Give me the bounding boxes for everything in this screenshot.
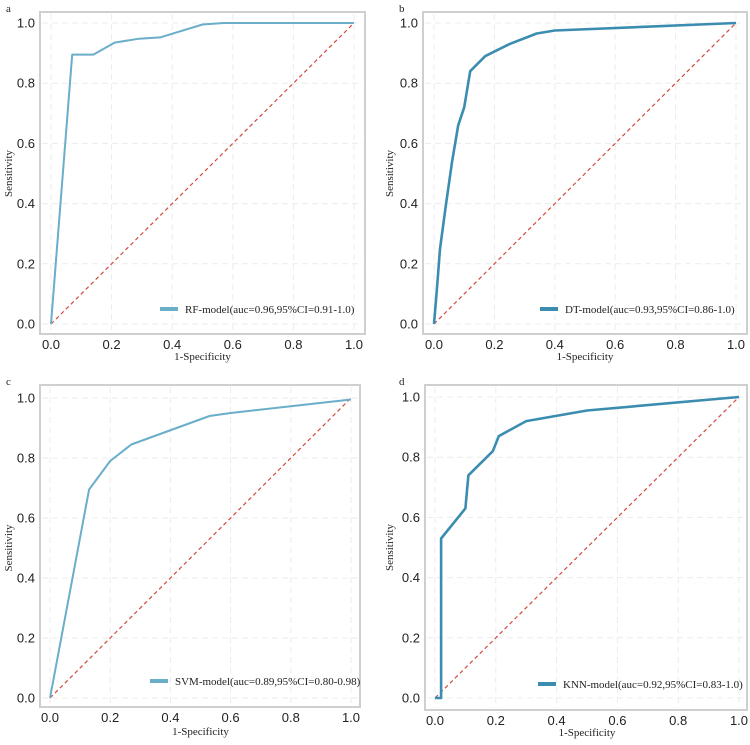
legend: SVM-model(auc=0.89,95%CI=0.80-0.98) [150, 676, 361, 688]
panel-letter: c [6, 376, 11, 388]
y-tick-label: 0.6 [17, 136, 35, 151]
legend-label: DT-model(auc=0.93,95%CI=0.86-1.0) [565, 304, 735, 316]
roc-panel-b: 0.0 0.2 0.4 0.6 0.8 1.0 0.0 0.2 0.4 0.6 0.8 1.0 DT-m… [384, 3, 748, 363]
roc-panel-a: 0.0 0.2 0.4 0.6 0.8 1.0 0.0 0.2 0.4 0.6 0.8 1.0 RF-m… [3, 3, 366, 363]
panel-letter: d [399, 376, 405, 388]
y-axis-label: Sensitivity [384, 149, 396, 197]
x-axis-label: 1-Specificity [559, 727, 616, 739]
plot-frame [39, 384, 361, 708]
chance-line [50, 22, 355, 325]
y-tick-label: 0.2 [17, 631, 35, 646]
x-tick-label: 0.2 [101, 710, 119, 725]
y-tick-label: 0.0 [17, 691, 35, 706]
roc-panel-d: 0.0 0.2 0.4 0.6 0.8 1.0 0.0 0.2 0.4 0.6 0.8 1.0 KNN-… [384, 376, 748, 739]
x-tick-label: 1.0 [345, 337, 363, 352]
x-axis-label: 1-Specificity [172, 726, 229, 738]
x-tick-label: 0.4 [163, 337, 181, 352]
y-tick-label: 1.0 [402, 390, 420, 405]
plot-frame [39, 11, 366, 335]
x-tick-label: 0.8 [282, 710, 300, 725]
x-tick-label: 0.6 [608, 713, 626, 728]
y-tick-label: 0.6 [402, 510, 420, 525]
x-tick-label: 0.8 [669, 713, 687, 728]
y-axis-label: Sensitivity [3, 149, 15, 197]
x-tick-label: 0.8 [284, 337, 302, 352]
x-tick-label: 1.0 [727, 337, 745, 352]
y-tick-label: 0.4 [400, 196, 418, 211]
x-tick-label: 0.8 [667, 337, 685, 352]
y-tick-label: 0.4 [17, 196, 35, 211]
roc-curve [435, 395, 740, 700]
roc-curve [49, 398, 352, 699]
y-tick-label: 0.2 [402, 630, 420, 645]
x-tick-label: 0.2 [103, 337, 121, 352]
legend: KNN-model(auc=0.92,95%CI=0.83-1.0) [538, 679, 743, 691]
chance-line [49, 397, 352, 699]
legend: DT-model(auc=0.93,95%CI=0.86-1.0) [540, 304, 735, 316]
panel-letter: b [399, 3, 405, 15]
x-tick-label: 0.6 [222, 710, 240, 725]
y-tick-label: 0.8 [402, 450, 420, 465]
y-axis-label: Sensitivity [384, 523, 396, 571]
x-tick-label: 0.0 [41, 710, 59, 725]
x-tick-label: 0.2 [487, 713, 505, 728]
chance-line [434, 396, 740, 699]
x-tick-label: 0.4 [546, 337, 564, 352]
y-tick-label: 0.8 [17, 76, 35, 91]
legend-label: RF-model(auc=0.96,95%CI=0.91-1.0) [185, 304, 355, 316]
x-tick-label: 0.0 [42, 337, 60, 352]
legend: RF-model(auc=0.96,95%CI=0.91-1.0) [160, 304, 355, 316]
y-tick-label: 1.0 [17, 16, 35, 31]
x-tick-label: 1.0 [342, 710, 360, 725]
roc-curve [50, 22, 354, 325]
y-tick-label: 0.2 [17, 256, 35, 271]
x-tick-label: 0.6 [606, 337, 624, 352]
y-tick-label: 0.4 [402, 570, 420, 585]
y-tick-label: 0.8 [400, 76, 418, 91]
y-tick-label: 1.0 [400, 16, 418, 31]
legend-label: KNN-model(auc=0.92,95%CI=0.83-1.0) [563, 679, 743, 691]
x-tick-label: 0.0 [426, 713, 444, 728]
y-tick-label: 0.0 [400, 317, 418, 332]
x-tick-label: 0.2 [485, 337, 503, 352]
roc-panel-c: 0.0 0.2 0.4 0.6 0.8 1.0 0.0 0.2 0.4 0.6 0.8 1.0 SVM-… [3, 376, 361, 738]
x-tick-label: 0.6 [224, 337, 242, 352]
x-tick-label: 0.4 [161, 710, 179, 725]
y-tick-label: 0.0 [402, 691, 420, 706]
y-tick-label: 0.2 [400, 256, 418, 271]
y-tick-label: 0.0 [17, 317, 35, 332]
plot-frame [424, 384, 748, 711]
x-tick-label: 1.0 [730, 713, 748, 728]
y-tick-label: 1.0 [17, 391, 35, 406]
x-axis-label: 1-Specificity [557, 351, 614, 363]
x-tick-label: 0.4 [548, 713, 566, 728]
y-tick-label: 0.4 [17, 571, 35, 586]
y-axis-label: Sensitivity [3, 524, 15, 572]
plot-frame [422, 11, 748, 335]
x-tick-label: 0.0 [425, 337, 443, 352]
chance-line [433, 22, 737, 325]
y-tick-label: 0.6 [17, 511, 35, 526]
y-tick-label: 0.8 [17, 451, 35, 466]
panel-letter: a [6, 3, 11, 15]
x-axis-label: 1-Specificity [174, 351, 231, 363]
y-tick-label: 0.6 [400, 136, 418, 151]
legend-label: SVM-model(auc=0.89,95%CI=0.80-0.98) [175, 676, 361, 688]
roc-curve [432, 21, 737, 325]
